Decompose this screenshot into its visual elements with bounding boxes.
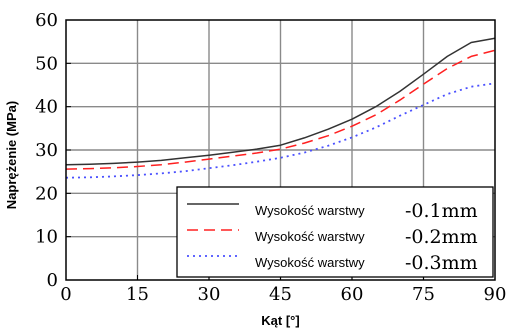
- legend: Wysokość warstwy -0.1mm Wysokość warstwy -0…: [176, 186, 494, 278]
- x-tick-label: 60: [341, 284, 364, 305]
- legend-label-3: Wysokość warstwy: [255, 255, 365, 270]
- x-tick-label: 45: [269, 284, 292, 305]
- legend-value-1: -0.1mm: [405, 200, 478, 222]
- x-tick-label: 30: [198, 284, 221, 305]
- legend-value-2: -0.2mm: [405, 226, 478, 248]
- x-tick-label: 0: [60, 284, 71, 305]
- x-axis-title: Kąt [°]: [261, 313, 299, 328]
- series-line-2: [65, 49, 496, 170]
- legend-value-3: -0.3mm: [405, 252, 478, 274]
- series-line-1: [65, 37, 496, 166]
- y-tick-label: 40: [35, 97, 58, 118]
- x-tick-label: 15: [126, 284, 149, 305]
- x-tick-label: 75: [412, 284, 435, 305]
- y-axis-title: Naprężenie (MPa): [4, 101, 19, 209]
- y-tick-label: 20: [35, 183, 58, 204]
- y-tick-label: 50: [35, 53, 58, 74]
- legend-label-1: Wysokość warstwy: [255, 203, 365, 218]
- axis-ticks: 0 15 30 45 60 75 90 0 10 20 30 40 50 60: [35, 10, 506, 305]
- x-tick-label: 90: [484, 284, 507, 305]
- y-tick-label: 30: [35, 140, 58, 161]
- legend-box: [176, 186, 494, 278]
- legend-label-2: Wysokość warstwy: [255, 229, 365, 244]
- series-lines: [65, 37, 496, 179]
- y-tick-label: 60: [35, 10, 58, 31]
- y-tick-label: 10: [35, 227, 58, 248]
- y-tick-label: 0: [47, 270, 58, 291]
